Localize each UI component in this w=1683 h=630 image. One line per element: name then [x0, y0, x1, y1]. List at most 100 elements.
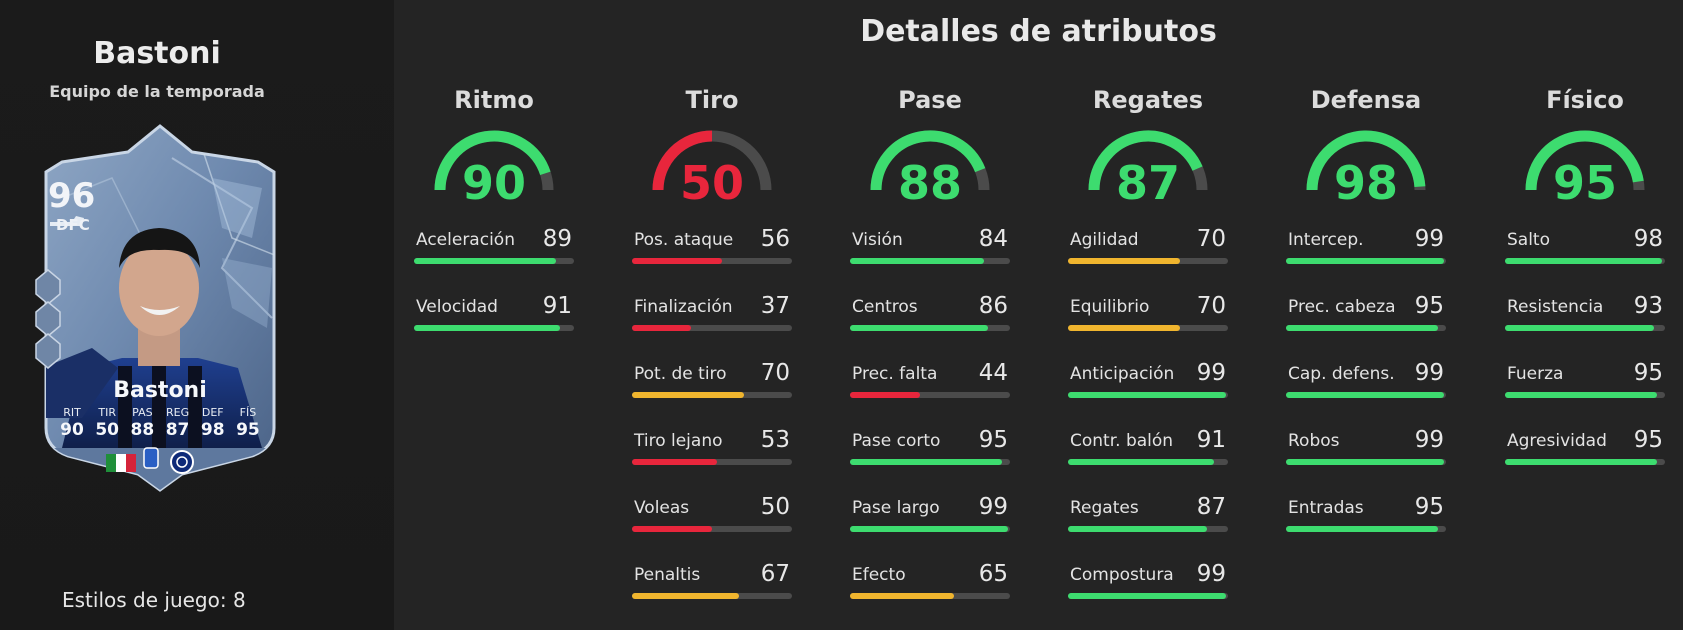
- card-stat-label: TIR: [98, 406, 116, 419]
- category-gauge: [1088, 130, 1208, 191]
- stat-name: Agilidad: [1070, 230, 1139, 250]
- stat-bar-fill: [1068, 325, 1180, 331]
- stat-bar-fill: [850, 593, 954, 599]
- stat-bar-fill: [1286, 459, 1445, 465]
- stat-bar: [1068, 392, 1228, 398]
- stat-name: Prec. cabeza: [1288, 297, 1396, 317]
- stat-bar: [850, 526, 1010, 532]
- stat-row: Visión 84: [850, 226, 1010, 266]
- stat-value: 95: [1414, 494, 1444, 520]
- stat-bar: [1286, 325, 1446, 331]
- gauge-fill: [870, 130, 986, 191]
- stat-bar: [1068, 526, 1228, 532]
- stat-row: Pot. de tiro 70: [632, 360, 792, 400]
- card-stats: RIT 90 TIR 50 PAS 88 REG 87 DEF 98 FÍS 95: [56, 406, 264, 440]
- card-stat-label: FÍS: [239, 406, 257, 419]
- stat-bar-fill: [1068, 593, 1227, 599]
- stat-bar: [1286, 258, 1446, 264]
- stat-bar-fill: [850, 459, 1002, 465]
- stat-bar: [632, 526, 792, 532]
- stat-value: 70: [1196, 293, 1226, 319]
- stat-value: 87: [1196, 494, 1226, 520]
- stat-row: Entradas 95: [1286, 494, 1446, 534]
- stat-bar-fill: [632, 526, 712, 532]
- stat-value: 37: [760, 293, 790, 319]
- stat-bar-fill: [632, 325, 692, 331]
- page-title: Detalles de atributos: [860, 14, 1217, 49]
- stat-name: Penaltis: [634, 565, 701, 585]
- club-badge-icon: [170, 450, 194, 474]
- stat-row: Velocidad 91: [414, 293, 574, 333]
- stat-value: 99: [1414, 360, 1444, 386]
- stat-value: 99: [978, 494, 1008, 520]
- stat-name: Pot. de tiro: [634, 364, 727, 384]
- category-title: Defensa: [1310, 86, 1422, 114]
- stat-value: 84: [978, 226, 1008, 252]
- stat-bar: [1505, 325, 1665, 331]
- stat-bar: [1505, 392, 1665, 398]
- stat-name: Visión: [852, 230, 903, 250]
- stat-bar: [632, 593, 792, 599]
- stat-bar-fill: [1068, 392, 1227, 398]
- player-subtitle: Equipo de la temporada: [49, 82, 265, 101]
- stat-row: Prec. falta 44: [850, 360, 1010, 400]
- stat-bar-fill: [850, 258, 985, 264]
- stat-row: Cap. defens. 99: [1286, 360, 1446, 400]
- stat-row: Finalización 37: [632, 293, 792, 333]
- player-name: Bastoni: [93, 36, 221, 71]
- card-stat-label: REG: [166, 406, 190, 419]
- stat-bar-fill: [1505, 325, 1654, 331]
- stat-bar: [850, 258, 1010, 264]
- stat-row: Agresividad 95: [1505, 427, 1665, 467]
- stat-value: 44: [978, 360, 1008, 386]
- stat-bar: [1068, 593, 1228, 599]
- stat-bar-fill: [632, 392, 744, 398]
- stat-row: Voleas 50: [632, 494, 792, 534]
- category-value: 98: [1333, 156, 1398, 210]
- stat-bar: [632, 325, 792, 331]
- stat-bar: [1068, 258, 1228, 264]
- stat-value: 53: [760, 427, 790, 453]
- gauge-fill: [1525, 130, 1644, 191]
- stat-name: Velocidad: [416, 297, 498, 317]
- stat-bar-fill: [1286, 325, 1438, 331]
- stat-bar: [1068, 459, 1228, 465]
- category-title: Físico: [1546, 86, 1624, 114]
- stat-value: 98: [1633, 226, 1663, 252]
- stat-name: Agresividad: [1507, 431, 1607, 451]
- card-name: Bastoni: [113, 378, 207, 403]
- stat-row: Anticipación 99: [1068, 360, 1228, 400]
- card-stat: TIR 50: [91, 406, 123, 440]
- stat-value: 95: [1633, 427, 1663, 453]
- stat-bar: [1505, 258, 1665, 264]
- stat-bar-fill: [632, 593, 740, 599]
- stat-name: Centros: [852, 297, 918, 317]
- stat-row: Compostura 99: [1068, 561, 1228, 601]
- stat-name: Aceleración: [416, 230, 515, 250]
- stat-name: Cap. defens.: [1288, 364, 1395, 384]
- stat-bar: [1505, 459, 1665, 465]
- category-value: 88: [897, 156, 962, 210]
- card-stat-value: 50: [95, 420, 120, 440]
- stat-row: Aceleración 89: [414, 226, 574, 266]
- stat-name: Tiro lejano: [634, 431, 723, 451]
- stat-bar-fill: [1286, 392, 1445, 398]
- gauge-fill: [652, 130, 713, 191]
- stat-row: Contr. balón 91: [1068, 427, 1228, 467]
- category-value: 50: [679, 156, 744, 210]
- card-stat: RIT 90: [56, 406, 88, 440]
- stat-name: Pase largo: [852, 498, 940, 518]
- player-card[interactable]: [22, 118, 298, 498]
- playstyle-icons: [35, 269, 61, 369]
- card-stat-value: 88: [130, 420, 155, 440]
- stat-bar: [850, 593, 1010, 599]
- stat-name: Efecto: [852, 565, 906, 585]
- stat-value: 70: [1196, 226, 1226, 252]
- card-stat: DEF 98: [197, 406, 229, 440]
- stat-value: 70: [760, 360, 790, 386]
- stat-row: Centros 86: [850, 293, 1010, 333]
- gauge-fill: [434, 130, 551, 191]
- playstyles-count[interactable]: Estilos de juego: 8: [62, 588, 246, 612]
- stat-name: Regates: [1070, 498, 1139, 518]
- gauge-fill: [1088, 130, 1203, 191]
